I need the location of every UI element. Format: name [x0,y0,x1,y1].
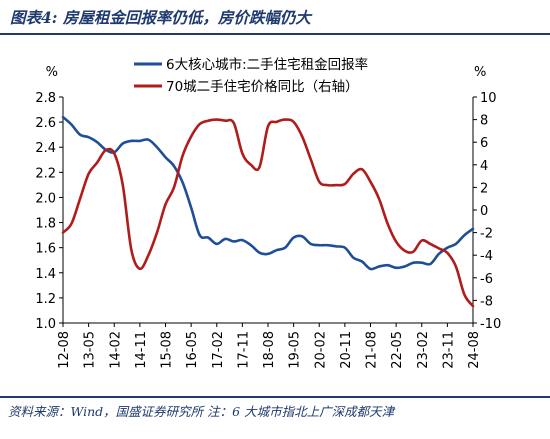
legend-label-price-yoy: 70城二手住宅价格同比（右轴） [166,79,359,95]
x-axis: 12-08 13-05 14-02 14-11 15-08 16-05 17-02 17-11… [57,323,482,369]
x-tick-label: 17-11 [236,331,251,369]
left-tick-label: 2.6 [35,116,56,131]
legend: 6大核心城市:二手住宅租金回报率 70城二手住宅价格同比（右轴） [134,56,368,95]
left-tick-label: 2.4 [35,141,56,156]
left-tick-label: 1.2 [35,292,56,307]
x-tick-label: 14-11 [134,331,149,369]
left-axis: 1.0 1.2 1.4 1.6 1.8 2.0 2.2 2.4 2.6 2.8 [35,91,63,332]
right-tick-label: 8 [480,114,488,129]
right-axis: -10 -8 -6 -4 -2 0 2 4 6 8 10 [473,91,501,332]
legend-label-rent-yield: 6大核心城市:二手住宅租金回报率 [166,56,368,73]
right-tick-label: 4 [480,159,488,174]
right-tick-label: -10 [480,317,501,332]
left-tick-label: 2.2 [35,166,56,181]
x-tick-label: 14-02 [108,331,123,369]
x-tick-label: 20-02 [313,331,328,369]
right-tick-label: -8 [480,294,493,309]
series-line-rent-yield [61,115,475,271]
right-tick-label: 10 [480,91,497,106]
series-lines [61,115,475,308]
x-tick-label: 12-08 [57,331,72,369]
right-tick-label: -4 [480,249,493,264]
x-tick-label: 24-08 [467,331,482,369]
right-tick-label: 6 [480,136,488,151]
x-tick-label: 22-05 [390,331,405,369]
right-axis-unit: % [474,65,486,80]
title-rule [0,33,550,35]
x-tick-label: 23-02 [416,331,431,369]
x-tick-label: 21-08 [365,331,380,369]
x-tick-label: 17-02 [211,331,226,369]
x-tick-label: 18-08 [262,331,277,369]
right-tick-label: 0 [480,204,488,219]
left-axis-unit: % [46,65,58,80]
source-rule [0,396,550,398]
x-tick-label: 16-05 [185,331,200,369]
x-tick-label: 13-05 [83,331,98,369]
left-tick-label: 1.0 [35,317,56,332]
left-tick-label: 1.6 [35,242,56,257]
figure-title: 图表4: 房屋租金回报率仍低，房价跌幅仍大 [10,8,311,27]
x-tick-label: 19-05 [288,331,303,369]
x-tick-label: 23-11 [441,331,456,369]
x-tick-label: 15-08 [160,331,175,369]
series-line-price-yoy [61,118,475,308]
x-tick-label: 20-11 [339,331,354,369]
left-tick-label: 1.8 [35,217,56,232]
left-tick-label: 2.0 [35,191,56,206]
right-tick-label: -6 [480,272,493,287]
right-tick-label: 2 [480,181,488,196]
left-tick-label: 1.4 [35,267,56,282]
right-tick-label: -2 [480,227,493,242]
left-tick-label: 2.8 [35,91,56,106]
source-note: 资料来源：Wind，国盛证券研究所 注：6 大城市指北上广深成都天津 [8,404,395,419]
